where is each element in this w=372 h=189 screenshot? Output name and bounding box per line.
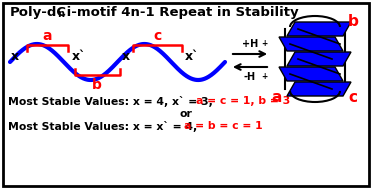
Text: i-motif 4n-1 Repeat in Stability: i-motif 4n-1 Repeat in Stability bbox=[62, 6, 299, 19]
Text: +: + bbox=[261, 39, 267, 48]
Text: x: x bbox=[11, 50, 19, 64]
Text: b: b bbox=[348, 13, 359, 29]
Polygon shape bbox=[287, 82, 351, 96]
Text: +H: +H bbox=[242, 39, 258, 49]
Text: a = b = c = 1: a = b = c = 1 bbox=[184, 121, 263, 131]
Text: x: x bbox=[122, 50, 130, 64]
Polygon shape bbox=[279, 67, 343, 81]
Text: +: + bbox=[261, 72, 267, 81]
Polygon shape bbox=[279, 37, 343, 51]
Text: a: a bbox=[42, 29, 52, 43]
Text: c: c bbox=[153, 29, 161, 43]
Polygon shape bbox=[287, 52, 351, 66]
Text: n: n bbox=[57, 9, 64, 19]
Text: a = c = 1, b = 3: a = c = 1, b = 3 bbox=[196, 96, 290, 106]
Text: c: c bbox=[348, 90, 357, 105]
Text: a: a bbox=[271, 90, 281, 105]
Text: Most Stable Values: x = 4, x` = 3,: Most Stable Values: x = 4, x` = 3, bbox=[8, 96, 217, 107]
Text: x`: x` bbox=[185, 50, 199, 64]
Text: b: b bbox=[92, 78, 102, 92]
Polygon shape bbox=[287, 22, 351, 36]
Text: -H: -H bbox=[244, 72, 256, 82]
Text: Poly-dC: Poly-dC bbox=[10, 6, 67, 19]
Text: x`: x` bbox=[72, 50, 86, 64]
Text: Most Stable Values: x = x` = 4,: Most Stable Values: x = x` = 4, bbox=[8, 121, 201, 132]
Text: or: or bbox=[180, 109, 192, 119]
